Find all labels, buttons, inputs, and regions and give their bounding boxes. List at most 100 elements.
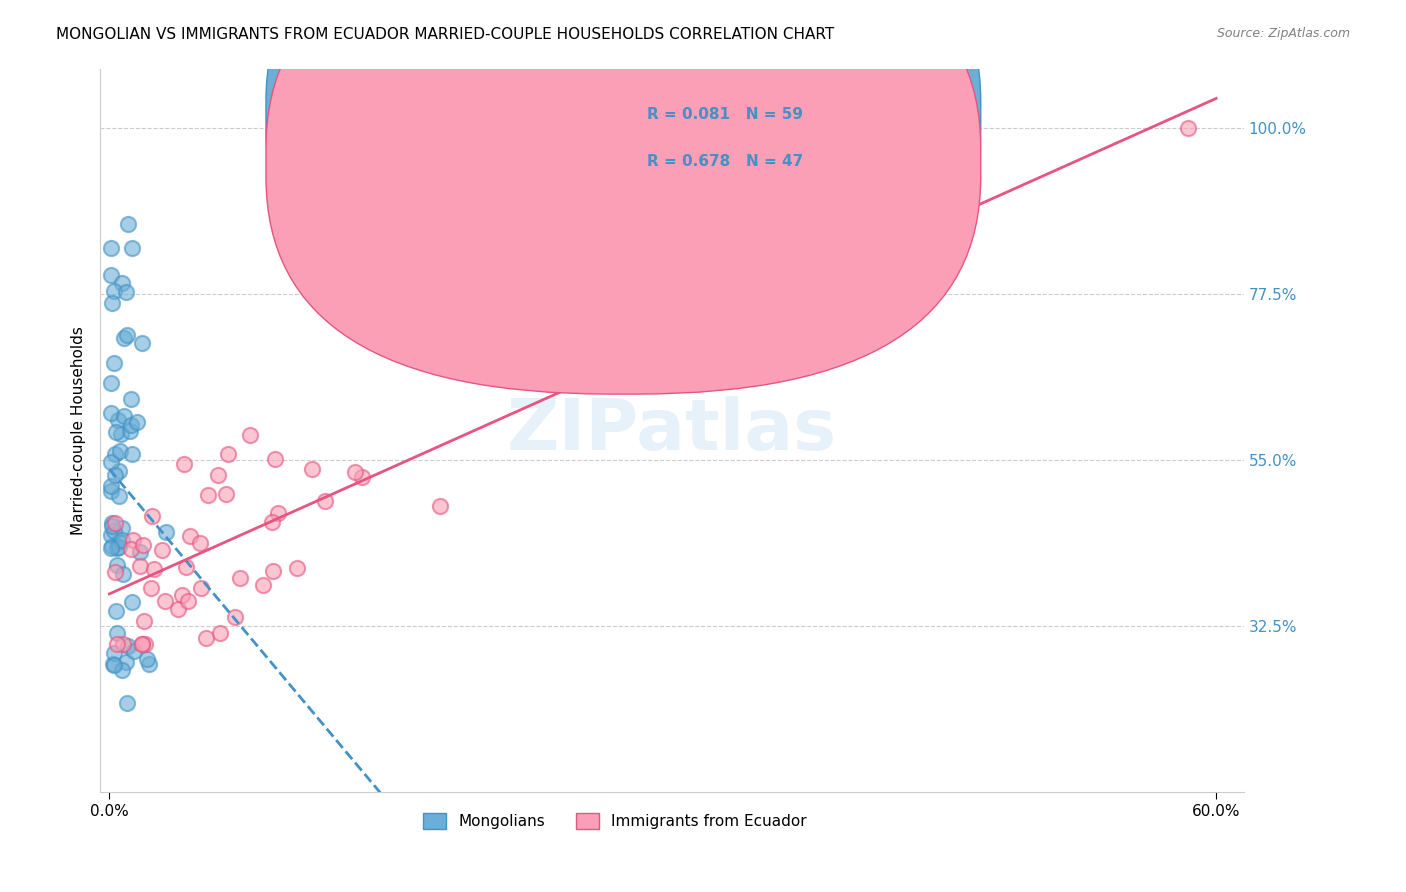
Point xyxy=(134,637,156,651)
Point xyxy=(103,285,125,299)
Point xyxy=(117,217,139,231)
Point xyxy=(350,470,373,484)
Point xyxy=(173,458,195,472)
Point xyxy=(142,562,165,576)
Point xyxy=(267,507,290,521)
Point xyxy=(103,356,125,370)
Point xyxy=(105,541,128,555)
Point xyxy=(128,558,150,573)
Point xyxy=(111,663,134,677)
Point xyxy=(194,632,217,646)
Point xyxy=(263,452,285,467)
Point xyxy=(124,644,146,658)
Point xyxy=(129,544,152,558)
Point xyxy=(135,652,157,666)
FancyBboxPatch shape xyxy=(266,0,981,394)
Point xyxy=(101,657,124,671)
Point xyxy=(301,462,323,476)
Legend: Mongolians, Immigrants from Ecuador: Mongolians, Immigrants from Ecuador xyxy=(418,806,813,835)
Point xyxy=(100,479,122,493)
Point xyxy=(120,392,142,407)
Point xyxy=(108,464,131,478)
Point xyxy=(121,242,143,256)
Point xyxy=(105,637,128,651)
Point xyxy=(131,336,153,351)
Point xyxy=(190,581,212,595)
Point xyxy=(105,626,128,640)
Point xyxy=(100,527,122,541)
Point xyxy=(208,626,231,640)
Point xyxy=(121,447,143,461)
Point xyxy=(108,489,131,503)
Point xyxy=(252,578,274,592)
Point xyxy=(117,327,139,342)
Point xyxy=(166,602,188,616)
Point xyxy=(110,521,132,535)
Point xyxy=(112,331,135,345)
Point xyxy=(150,543,173,558)
Point xyxy=(1177,120,1199,135)
Point xyxy=(100,539,122,553)
Point xyxy=(308,286,330,301)
Point xyxy=(197,488,219,502)
Point xyxy=(262,515,284,529)
Point xyxy=(104,516,127,530)
Point xyxy=(107,534,129,549)
Point xyxy=(115,655,138,669)
Point xyxy=(104,565,127,579)
Point xyxy=(121,595,143,609)
Point xyxy=(215,487,238,501)
Point xyxy=(107,413,129,427)
Point xyxy=(100,455,122,469)
Point xyxy=(138,657,160,671)
Point xyxy=(107,540,129,554)
Point xyxy=(115,697,138,711)
Point xyxy=(104,468,127,483)
Point xyxy=(207,468,229,483)
Text: R = 0.081   N = 59: R = 0.081 N = 59 xyxy=(647,107,803,121)
Point xyxy=(111,567,134,582)
Point xyxy=(111,276,134,290)
Point xyxy=(103,646,125,660)
Point xyxy=(174,560,197,574)
Point xyxy=(155,524,177,539)
Point xyxy=(131,637,153,651)
Point xyxy=(285,561,308,575)
Point xyxy=(104,447,127,461)
Point xyxy=(100,519,122,533)
Point xyxy=(112,637,135,651)
Point xyxy=(117,639,139,653)
Point xyxy=(100,268,122,283)
FancyBboxPatch shape xyxy=(266,0,981,347)
Text: R = 0.678   N = 47: R = 0.678 N = 47 xyxy=(647,153,803,169)
Point xyxy=(224,610,246,624)
Y-axis label: Married-couple Households: Married-couple Households xyxy=(72,326,86,534)
Point xyxy=(100,406,122,420)
Point xyxy=(100,483,122,498)
Text: ZIPatlas: ZIPatlas xyxy=(508,396,837,465)
Point xyxy=(122,533,145,547)
Point xyxy=(114,285,136,300)
Point xyxy=(108,444,131,458)
Point xyxy=(127,415,149,429)
Point xyxy=(429,499,451,513)
Text: MONGOLIAN VS IMMIGRANTS FROM ECUADOR MARRIED-COUPLE HOUSEHOLDS CORRELATION CHART: MONGOLIAN VS IMMIGRANTS FROM ECUADOR MAR… xyxy=(56,27,835,42)
Point xyxy=(217,447,239,461)
Point xyxy=(112,409,135,424)
Point xyxy=(132,614,155,628)
Point xyxy=(120,418,142,433)
Point xyxy=(314,493,336,508)
Point xyxy=(100,376,122,390)
Point xyxy=(139,581,162,595)
Point xyxy=(110,427,132,442)
Point xyxy=(120,542,142,557)
Point xyxy=(103,657,125,672)
Point xyxy=(141,509,163,524)
Point xyxy=(228,571,250,585)
Point xyxy=(104,425,127,439)
Point xyxy=(131,637,153,651)
Text: Source: ZipAtlas.com: Source: ZipAtlas.com xyxy=(1216,27,1350,40)
Point xyxy=(101,296,124,310)
Point xyxy=(100,241,122,255)
Point xyxy=(101,516,124,530)
